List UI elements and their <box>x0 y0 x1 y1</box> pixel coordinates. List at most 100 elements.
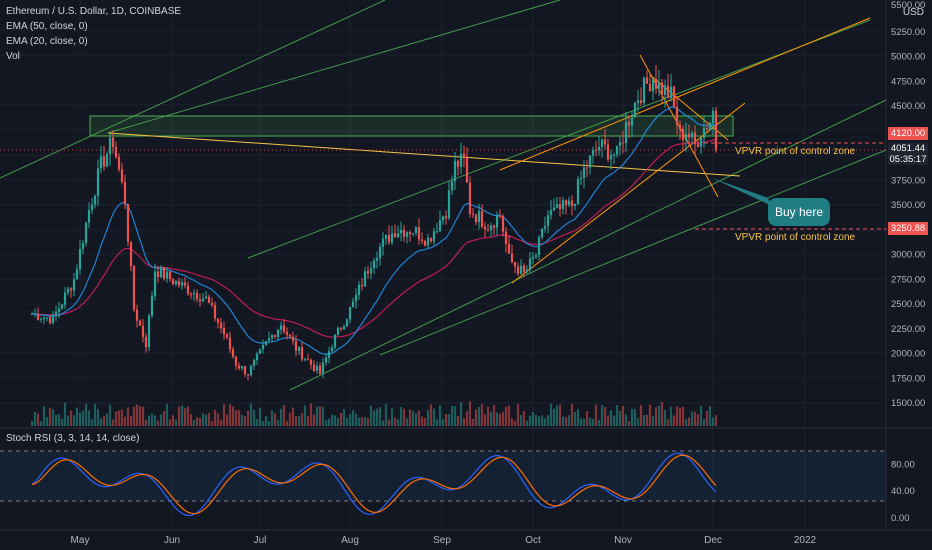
candle-body <box>648 83 652 92</box>
candle-body <box>150 296 154 316</box>
candle-body <box>132 265 136 310</box>
candle-body <box>69 288 73 291</box>
candle-body <box>204 296 208 299</box>
candle-body <box>582 167 586 178</box>
volume-bar <box>270 410 274 426</box>
candle-body <box>114 147 118 158</box>
candle-body <box>483 226 487 230</box>
ema50-legend[interactable]: EMA (50, close, 0) <box>6 21 88 32</box>
volume-bar <box>519 414 523 426</box>
volume-bar <box>684 419 688 426</box>
candle-body <box>210 303 214 306</box>
candle-body <box>504 231 508 244</box>
volume-bar <box>156 420 160 426</box>
volume-bar <box>402 408 406 426</box>
volume-bar <box>633 409 637 426</box>
candle-body <box>627 122 631 126</box>
price-tag-lower: 3250.88 <box>888 222 928 235</box>
volume-bar <box>537 416 541 426</box>
candle-body <box>255 353 259 361</box>
time-tick-label: Jun <box>164 535 180 546</box>
price-tick-label: 1500.00 <box>891 398 925 409</box>
candle-body <box>384 235 388 239</box>
volume-bar <box>612 415 616 426</box>
candle-body <box>90 204 94 211</box>
candle-body <box>306 359 310 361</box>
candle-body <box>393 233 397 237</box>
volume-bar <box>144 419 148 426</box>
volume-bar <box>87 410 91 426</box>
volume-bar <box>273 413 277 426</box>
volume-bar <box>687 417 691 426</box>
volume-bar <box>258 407 262 426</box>
volume-bar <box>285 421 289 426</box>
candle-body <box>555 204 559 208</box>
volume-bar <box>546 415 550 426</box>
volume-bar <box>132 406 136 426</box>
candle-body <box>603 139 607 145</box>
volume-bar <box>345 417 349 426</box>
candle-body <box>249 365 253 376</box>
time-tick-label: Nov <box>614 535 632 546</box>
candle-body <box>84 222 88 244</box>
candle-body <box>264 341 268 345</box>
volume-bar <box>654 407 658 426</box>
volume-bar <box>444 413 448 426</box>
candle-body <box>36 313 40 320</box>
volume-legend[interactable]: Vol <box>6 51 20 62</box>
candle-body <box>138 320 142 326</box>
volume-bar <box>588 417 592 426</box>
currency-label[interactable]: USD <box>902 7 924 18</box>
volume-bar <box>78 412 82 426</box>
volume-bar <box>540 415 544 426</box>
ema20-legend[interactable]: EMA (20, close, 0) <box>6 36 88 47</box>
candle-body <box>216 318 220 323</box>
volume-bar <box>162 411 166 426</box>
candle-body <box>492 225 496 228</box>
candle-body <box>180 282 184 286</box>
volume-bar <box>591 418 595 426</box>
candle-body <box>240 366 244 369</box>
candle-body <box>234 356 238 366</box>
candle-body <box>291 336 295 342</box>
volume-bar <box>123 416 127 426</box>
volume-bar <box>603 407 607 426</box>
volume-bar <box>237 410 241 426</box>
volume-bar <box>243 416 247 426</box>
candle-body <box>96 168 100 196</box>
candle-body <box>432 231 436 242</box>
volume-bar <box>393 417 397 426</box>
candle-body <box>381 238 385 247</box>
volume-bar <box>195 416 199 426</box>
volume-bar <box>486 406 490 426</box>
volume-bar <box>480 403 484 426</box>
candle-body <box>708 122 712 130</box>
price-axis-ticks: 5250.005000.004750.004500.004250.004000.… <box>891 0 925 409</box>
volume-bar <box>360 417 364 426</box>
time-tick-label: Aug <box>341 535 359 546</box>
candle-body <box>498 215 502 217</box>
volume-bar <box>597 420 601 426</box>
candle-body <box>399 229 403 234</box>
volume-bar <box>438 405 442 426</box>
volume-bar <box>492 405 496 426</box>
candle-body <box>471 213 475 215</box>
volume-bar <box>675 406 679 426</box>
stoch-legend[interactable]: Stoch RSI (3, 3, 14, 14, close) <box>6 433 140 444</box>
candle-body <box>474 214 478 223</box>
candle-body <box>195 293 199 300</box>
candle-body <box>369 268 373 274</box>
candle-body <box>633 102 637 118</box>
candle-body <box>237 365 241 369</box>
candle-body <box>177 280 181 286</box>
candle-body <box>246 374 250 376</box>
symbol-title[interactable]: Ethereum / U.S. Dollar, 1D, COINBASE <box>6 6 182 17</box>
candle-body <box>390 233 394 243</box>
volume-bar <box>558 404 562 426</box>
time-tick-label: Oct <box>525 535 541 546</box>
candle-body <box>423 240 427 246</box>
volume-bar <box>417 410 421 426</box>
buy-here-callout[interactable]: Buy here <box>768 198 830 226</box>
candle-body <box>660 82 664 95</box>
